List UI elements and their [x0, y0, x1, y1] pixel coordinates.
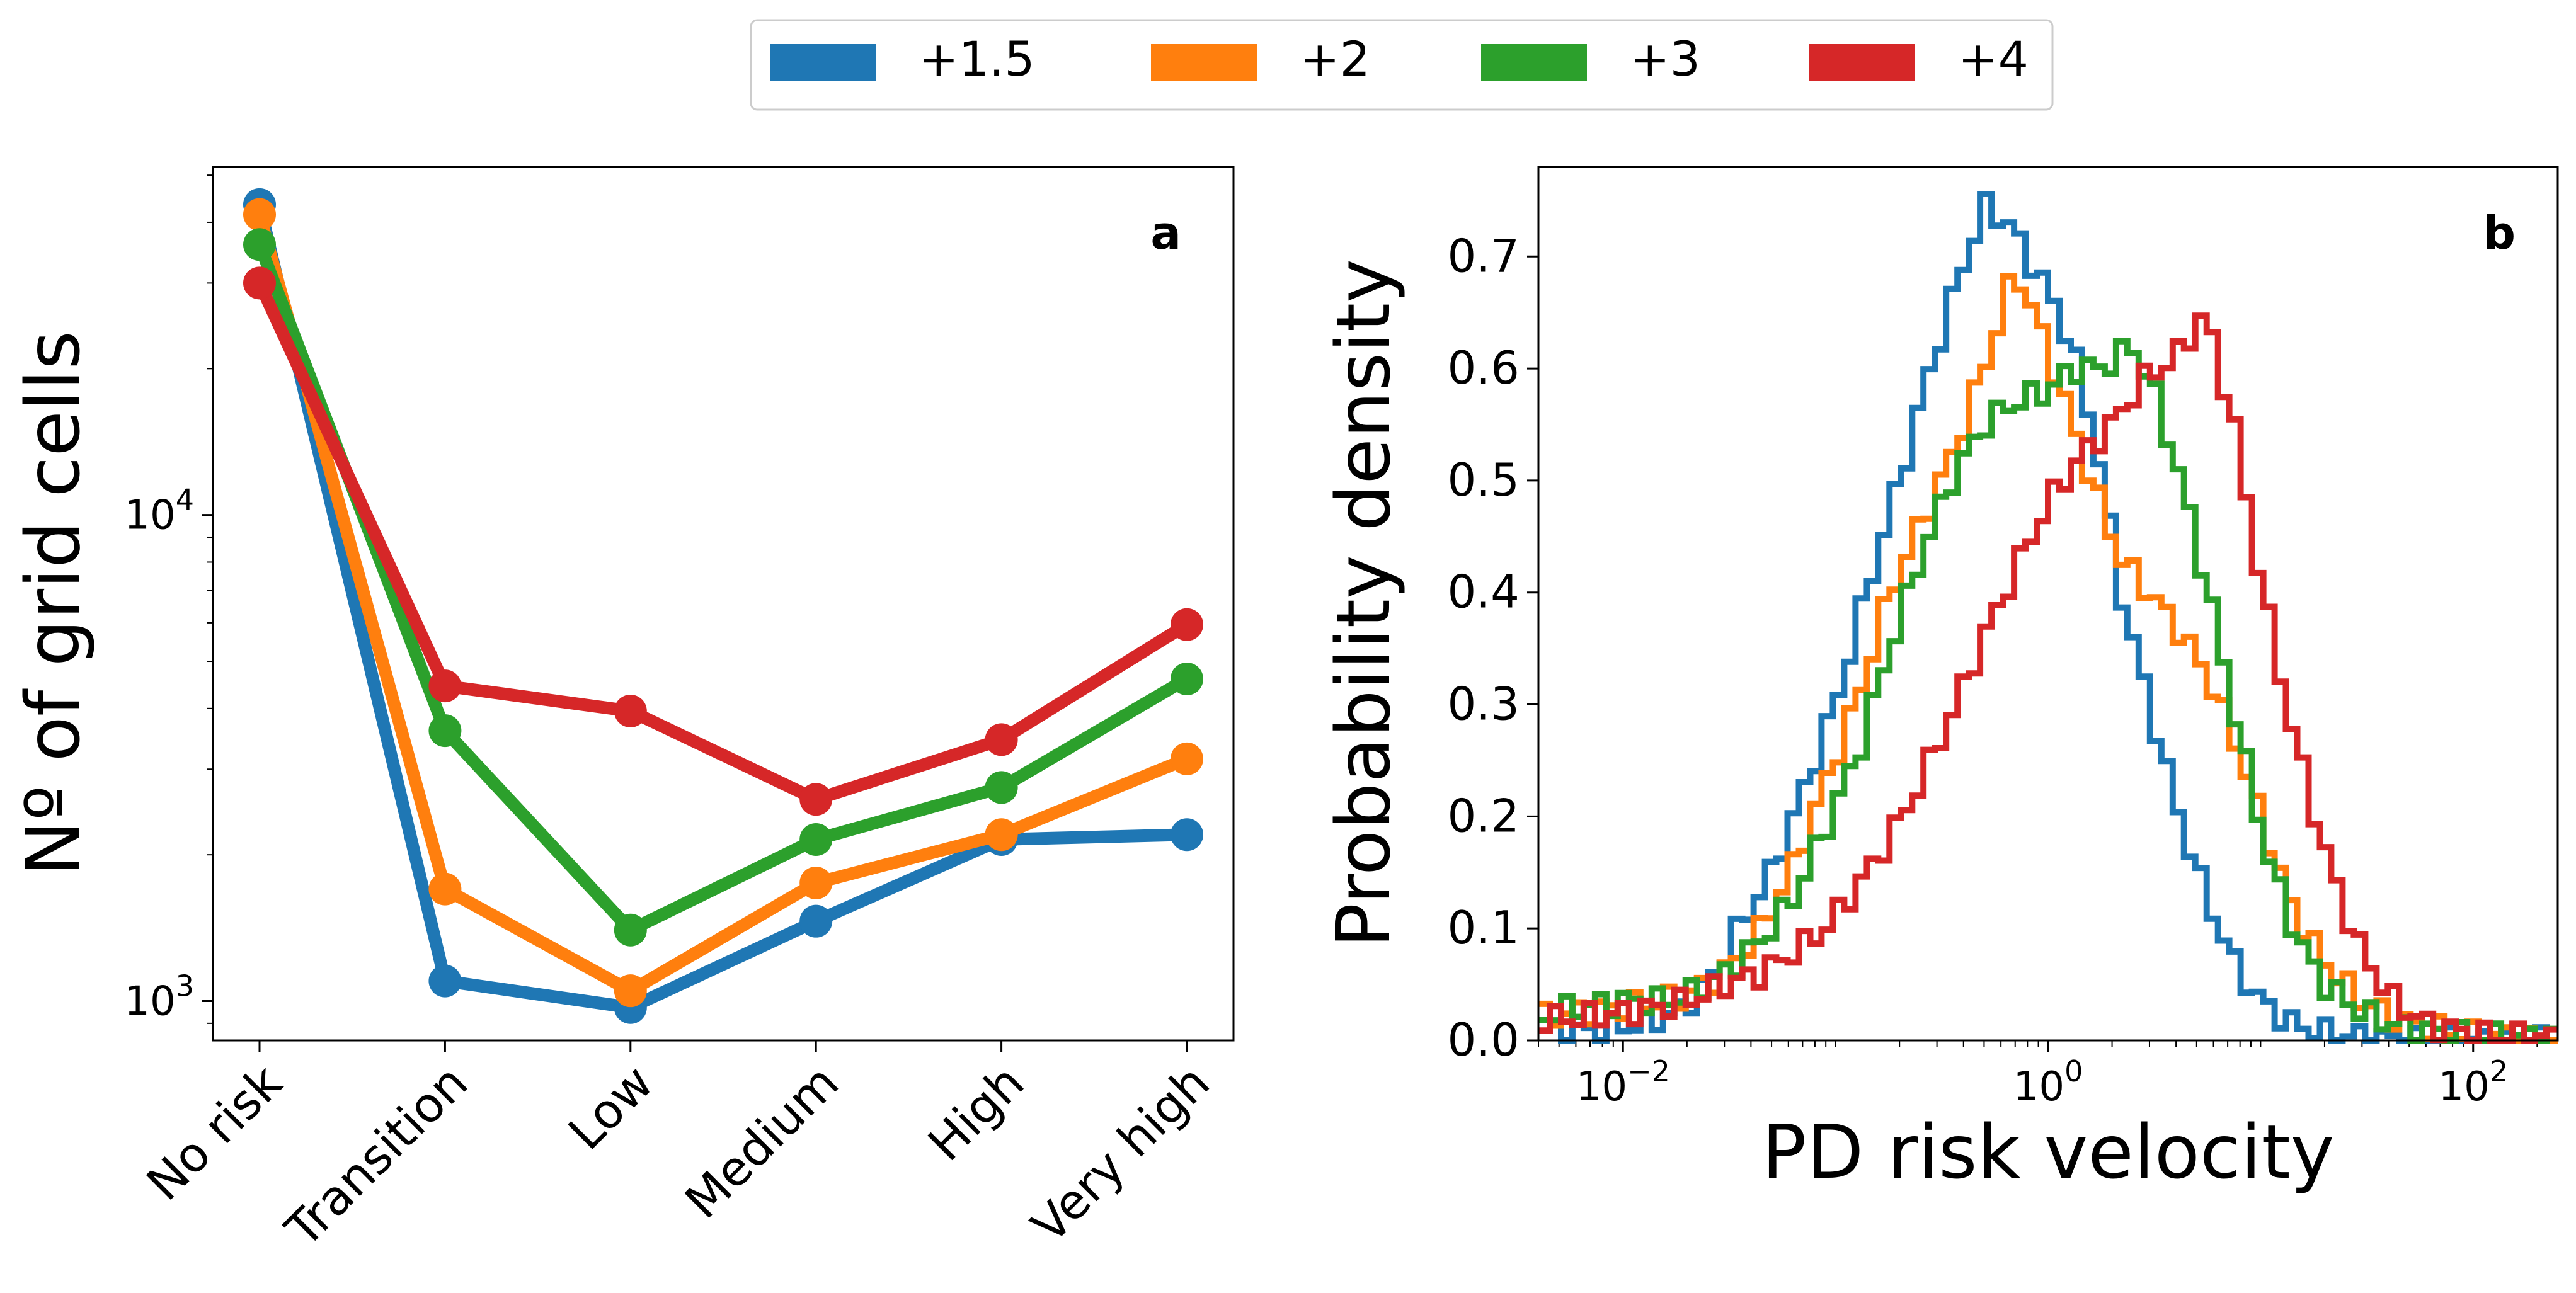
legend-swatch [770, 44, 876, 81]
legend-frame [750, 19, 2054, 111]
legend-swatch [1809, 44, 1915, 81]
panel-b-ylabel: Probability density [1320, 259, 1407, 948]
data-point [1171, 742, 1203, 775]
x-tick-label: Very high [1021, 1054, 1220, 1254]
data-point [428, 714, 462, 748]
y-tick-label: 104 [124, 483, 194, 539]
y-tick-label: 0.3 [1447, 678, 1520, 731]
x-tick-label: Transition [275, 1054, 479, 1258]
series-line [253, 208, 1193, 998]
series-line [253, 276, 1193, 806]
y-tick-label: 0.4 [1447, 566, 1520, 618]
x-tick-label: 10−2 [1576, 1054, 1670, 1110]
data-point [428, 669, 462, 703]
panel-b-label: b [2483, 207, 2516, 259]
data-point [985, 723, 1018, 756]
panel-b-frame [1537, 166, 2559, 1042]
data-point [1171, 608, 1203, 641]
panel-a-frame [212, 166, 1235, 1042]
data-point [1171, 818, 1203, 852]
legend-label: +2 [1300, 31, 1370, 87]
legend-label: +1.5 [919, 31, 1035, 87]
series-line [253, 238, 1193, 937]
y-tick-label: 103 [124, 969, 194, 1025]
x-tick-label: Medium [674, 1054, 849, 1229]
y-tick-label: 0.1 [1447, 901, 1520, 954]
data-point [985, 771, 1018, 804]
panel-b: 0.0 0.1 0.2 0.3 0.4 0.5 0.6 0.7 10−2 100 102 b Pro… [1320, 166, 2559, 1195]
histogram-series [1538, 191, 2558, 1044]
data-point [799, 783, 833, 816]
data-point [799, 823, 833, 856]
data-point [1171, 662, 1203, 695]
histogram-series [1538, 312, 2558, 1044]
legend-swatch [1481, 44, 1587, 81]
data-point [243, 228, 276, 261]
panel-a-ylabel: Nº of grid cells [9, 331, 96, 876]
legend-swatch [1151, 44, 1257, 81]
x-tick-label: 100 [2013, 1054, 2083, 1110]
series-line [253, 198, 1193, 1014]
y-tick-label: 0.2 [1447, 789, 1520, 842]
data-point [243, 266, 276, 300]
data-point [799, 904, 833, 938]
legend-label: +3 [1630, 31, 1700, 87]
data-point [985, 818, 1018, 852]
y-tick-label: 0.6 [1447, 341, 1520, 394]
data-point [428, 872, 462, 906]
legend-label: +4 [1958, 31, 2029, 87]
data-point [243, 198, 276, 231]
histogram-series [1538, 338, 2558, 1044]
x-tick-label: No risk [135, 1054, 292, 1211]
data-point [799, 866, 833, 899]
data-point [614, 974, 647, 1008]
data-point [614, 695, 647, 728]
x-tick-label: High [917, 1054, 1034, 1171]
y-tick-label: 0.5 [1447, 453, 1520, 506]
y-tick-label: 0.7 [1447, 229, 1520, 282]
panel-b-xlabel: PD risk velocity [1761, 1108, 2334, 1195]
legend: +1.5 +2 +3 +4 [750, 19, 2054, 111]
y-tick-label: 0.0 [1447, 1013, 1520, 1066]
panel-a-label: a [1150, 207, 1181, 259]
data-point [428, 964, 462, 998]
x-tick-label: Low [558, 1054, 664, 1161]
data-point [614, 913, 647, 947]
x-tick-label: 102 [2438, 1054, 2508, 1110]
